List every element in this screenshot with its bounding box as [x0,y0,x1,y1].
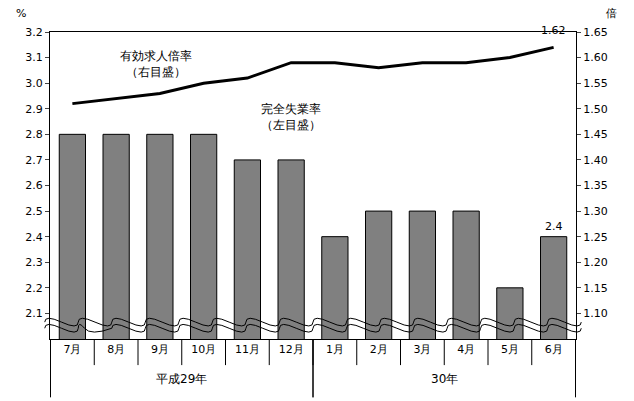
svg-text:完全失業率（左目盛）: 完全失業率（左目盛） [261,102,321,132]
svg-text:6月: 6月 [545,343,563,356]
svg-text:7月: 7月 [63,343,81,356]
svg-text:1.30: 1.30 [583,205,608,218]
svg-text:1.65: 1.65 [583,26,608,39]
svg-text:2.6: 2.6 [25,179,43,192]
svg-text:1.20: 1.20 [583,256,608,269]
svg-text:5月: 5月 [501,343,519,356]
svg-text:11月: 11月 [235,343,260,356]
svg-text:12月: 12月 [279,343,304,356]
svg-text:3.2: 3.2 [25,26,43,39]
svg-text:30年: 30年 [431,372,458,386]
svg-text:1.62: 1.62 [541,24,566,37]
svg-text:1.50: 1.50 [583,103,608,116]
svg-text:3.1: 3.1 [25,51,43,64]
svg-text:倍: 倍 [606,7,617,20]
svg-text:9月: 9月 [151,343,169,356]
svg-text:10月: 10月 [191,343,216,356]
svg-text:1.40: 1.40 [583,154,608,167]
svg-text:2.5: 2.5 [25,205,43,218]
svg-text:1.35: 1.35 [583,179,608,192]
svg-text:1.15: 1.15 [583,282,608,295]
svg-text:平成29年: 平成29年 [156,372,207,386]
svg-text:2.7: 2.7 [25,154,43,167]
svg-text:2.4: 2.4 [25,231,43,244]
svg-text:2.4: 2.4 [545,220,563,233]
svg-text:4月: 4月 [457,343,475,356]
svg-text:3月: 3月 [413,343,431,356]
svg-text:2.3: 2.3 [25,256,43,269]
svg-text:8月: 8月 [107,343,125,356]
svg-text:2月: 2月 [370,343,388,356]
svg-text:1.60: 1.60 [583,51,608,64]
svg-text:1.55: 1.55 [583,77,608,90]
svg-text:2.1: 2.1 [25,307,43,320]
svg-text:%: % [16,7,26,20]
svg-text:2.8: 2.8 [25,128,43,141]
svg-text:3.0: 3.0 [25,77,43,90]
svg-text:1.45: 1.45 [583,128,608,141]
svg-text:1.25: 1.25 [583,231,608,244]
svg-text:1.10: 1.10 [583,307,608,320]
svg-text:有効求人倍率（右目盛）: 有効求人倍率（右目盛） [120,49,192,79]
svg-text:1月: 1月 [326,343,344,356]
svg-text:2.9: 2.9 [25,103,43,116]
svg-text:2.2: 2.2 [25,282,43,295]
